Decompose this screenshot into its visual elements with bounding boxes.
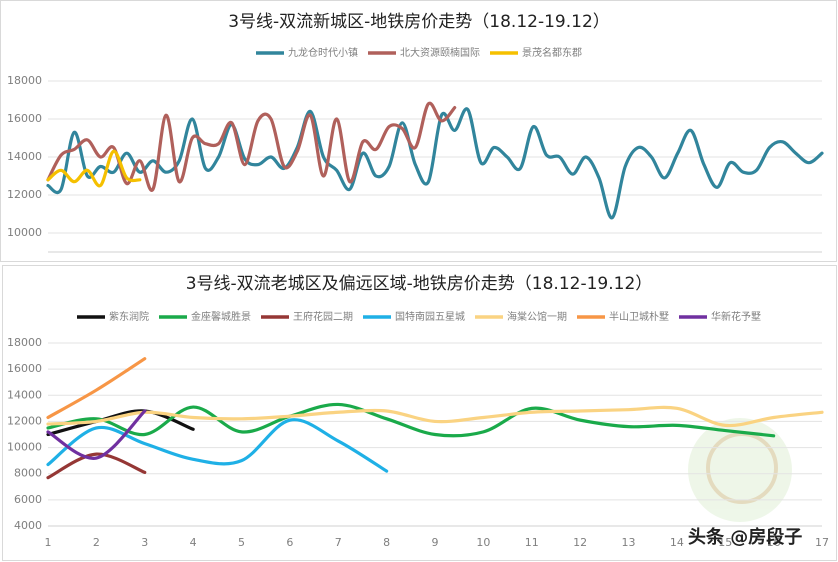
chart-title: 3号线-双流新城区-地铁房价走势（18.12-19.12） <box>228 12 610 32</box>
y-tick-label: 16000 <box>7 112 42 125</box>
y-tick-label: 6000 <box>14 493 42 506</box>
legend-label: 国特南园五星城 <box>395 310 465 323</box>
x-tick-label: 15 <box>718 536 732 549</box>
x-tick-label: 12 <box>573 536 587 549</box>
x-tick-label: 10 <box>476 536 490 549</box>
series-line <box>46 107 824 220</box>
y-tick-label: 10000 <box>7 226 42 239</box>
x-tick-label: 7 <box>335 536 342 549</box>
x-tick-label: 6 <box>286 536 293 549</box>
chart-frame <box>0 0 837 262</box>
series-line <box>46 357 147 420</box>
legend-label: 景茂名都东郡 <box>522 46 582 59</box>
watermark: 头条 @房段子 <box>688 526 802 548</box>
y-tick-label: 12000 <box>7 188 42 201</box>
y-tick-label: 8000 <box>14 467 42 480</box>
stamp <box>688 418 792 522</box>
y-tick-label: 16000 <box>7 362 42 375</box>
legend-label: 王府花园二期 <box>293 310 353 323</box>
legend-label: 紫东润院 <box>109 310 149 323</box>
y-tick-label: 18000 <box>7 336 42 349</box>
x-tick-label: 14 <box>670 536 684 549</box>
legend: 九龙仓时代小镇 北大资源颐楠国际 景茂名都东郡 <box>256 46 582 59</box>
series-line <box>46 418 389 473</box>
x-tick-label: 8 <box>383 536 390 549</box>
x-tick-label: 4 <box>190 536 197 549</box>
y-tick-label: 18000 <box>7 74 42 87</box>
x-tick-label: 2 <box>93 536 100 549</box>
series-line <box>46 409 147 460</box>
legend-label: 北大资源颐楠国际 <box>400 46 480 59</box>
x-tick-label: 3 <box>141 536 148 549</box>
y-tick-label: 10000 <box>7 441 42 454</box>
legend: 紫东润院 金座馨城胜景 王府花园二期 国特南园五星城 海棠公馆一期 半山卫城朴墅 华新花予墅 <box>77 310 761 323</box>
series-line <box>46 402 776 438</box>
legend-label: 半山卫城朴墅 <box>609 310 669 323</box>
y-tick-label: 4000 <box>14 519 42 532</box>
x-tick-label: 16 <box>767 536 781 549</box>
legend-label: 金座馨城胜景 <box>191 310 251 323</box>
x-tick-label: 13 <box>622 536 636 549</box>
x-tick-label: 1 <box>45 536 52 549</box>
x-tick-label: 17 <box>815 536 829 549</box>
legend-label: 海棠公馆一期 <box>507 310 567 323</box>
x-tick-label: 11 <box>525 536 539 549</box>
chart-title: 3号线-双流老城区及偏远区域-地铁房价走势（18.12-19.12） <box>186 274 653 294</box>
x-tick-label: 5 <box>238 536 245 549</box>
y-tick-label: 12000 <box>7 414 42 427</box>
legend-label: 九龙仓时代小镇 <box>288 46 358 59</box>
y-tick-label: 14000 <box>7 388 42 401</box>
x-tick-label: 9 <box>432 536 439 549</box>
series-line <box>46 405 824 428</box>
series-line <box>46 452 147 480</box>
legend-label: 华新花予墅 <box>711 310 761 323</box>
series-line <box>46 149 142 188</box>
y-tick-label: 14000 <box>7 150 42 163</box>
